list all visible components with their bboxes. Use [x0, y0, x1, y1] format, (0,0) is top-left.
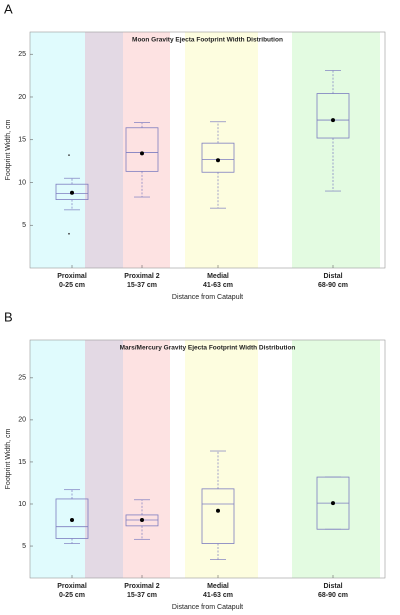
- panel-label: A: [4, 1, 13, 16]
- mean: [70, 190, 74, 195]
- y-tick-label: 10: [18, 179, 26, 186]
- category-label: Distal: [323, 583, 342, 590]
- region-band: [123, 32, 170, 268]
- category-range: 68-90 cm: [318, 592, 348, 599]
- region-band: [85, 32, 123, 268]
- box: [316, 93, 350, 139]
- mean: [216, 508, 220, 513]
- chart-title: Moon Gravity Ejecta Footprint Width Dist…: [132, 37, 283, 44]
- y-tick-label: 10: [18, 501, 26, 508]
- category-label: Proximal: [57, 583, 87, 590]
- y-tick-label: 20: [18, 94, 26, 101]
- y-axis-label: Footprint Width, cm: [5, 119, 12, 180]
- category-label: Medial: [207, 583, 229, 590]
- category-range: 15-37 cm: [127, 592, 157, 599]
- category-label: Medial: [207, 273, 229, 280]
- y-tick-label: 25: [18, 375, 26, 382]
- category-range: 15-37 cm: [127, 282, 157, 289]
- y-tick-label: 15: [18, 137, 26, 144]
- panel-label: B: [4, 309, 13, 324]
- category-range: 68-90 cm: [318, 282, 348, 289]
- region-band: [185, 340, 258, 578]
- x-axis-label: Distance from Catapult: [172, 294, 243, 301]
- region-band: [292, 32, 380, 268]
- plot-frame: [29, 31, 386, 269]
- mean: [140, 517, 144, 522]
- category-range: 41-63 cm: [203, 282, 233, 289]
- mean: [140, 151, 144, 156]
- y-axis-label: Footprint Width, cm: [5, 428, 12, 489]
- y-tick-label: 5: [22, 222, 26, 229]
- mean: [331, 501, 335, 506]
- y-tick-label: 25: [18, 51, 26, 58]
- mean: [331, 118, 335, 123]
- box: [125, 514, 159, 527]
- y-tick-label: 20: [18, 417, 26, 424]
- region-band: [292, 340, 380, 578]
- y-tick-label: 5: [22, 543, 26, 550]
- category-label: Distal: [323, 273, 342, 280]
- category-range: 0-25 cm: [59, 592, 85, 599]
- category-label: Proximal 2: [124, 273, 160, 280]
- box: [201, 488, 235, 544]
- category-label: Proximal: [57, 273, 87, 280]
- region-band: [123, 340, 170, 578]
- category-range: 0-25 cm: [59, 282, 85, 289]
- region-band: [30, 340, 85, 578]
- x-axis-label: Distance from Catapult: [172, 604, 243, 611]
- mean: [216, 158, 220, 163]
- box: [55, 498, 89, 539]
- region-band: [30, 32, 85, 268]
- region-band: [85, 340, 123, 578]
- category-range: 41-63 cm: [203, 592, 233, 599]
- outlier: [68, 232, 70, 235]
- outlier: [68, 154, 70, 157]
- box: [201, 142, 235, 173]
- box: [125, 127, 159, 172]
- box: [55, 183, 89, 200]
- plot-frame: [29, 339, 386, 579]
- category-label: Proximal 2: [124, 583, 160, 590]
- y-tick-label: 15: [18, 459, 26, 466]
- region-band: [185, 32, 258, 268]
- chart-title: Mars/Mercury Gravity Ejecta Footprint Wi…: [120, 345, 296, 352]
- mean: [70, 517, 74, 522]
